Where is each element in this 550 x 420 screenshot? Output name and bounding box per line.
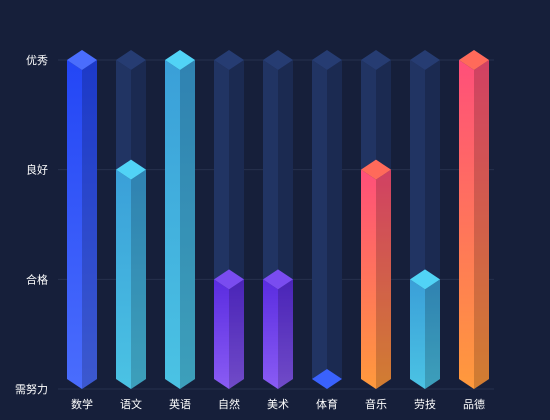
bar [410, 269, 440, 389]
x-tick-label: 语文 [120, 397, 142, 411]
bar-track [312, 50, 342, 389]
bar [116, 159, 146, 389]
bar [361, 159, 391, 389]
y-tick-label: 良好 [26, 163, 48, 177]
y-tick-label: 需努力 [15, 382, 48, 396]
bar [165, 50, 195, 389]
x-tick-label: 自然 [218, 397, 240, 411]
y-tick-label: 合格 [26, 272, 48, 286]
x-tick-label: 体育 [316, 397, 338, 411]
x-tick-label: 美术 [267, 398, 289, 411]
bar [67, 50, 97, 389]
x-tick-label: 数学 [71, 397, 93, 411]
x-tick-label: 音乐 [365, 397, 387, 411]
x-axis: 数学 语文 英语 自然 美术 体育 音乐 劳技 品德 [71, 397, 485, 411]
x-tick-label: 品德 [463, 397, 485, 411]
bar-series [67, 50, 489, 389]
y-tick-label: 优秀 [26, 54, 48, 67]
x-tick-label: 劳技 [414, 398, 436, 411]
bar [263, 269, 293, 389]
bar [312, 369, 342, 389]
bar [214, 269, 244, 389]
bar [459, 50, 489, 389]
y-axis: 需努力 合格 良好 优秀 [15, 54, 48, 396]
x-tick-label: 英语 [169, 397, 191, 411]
